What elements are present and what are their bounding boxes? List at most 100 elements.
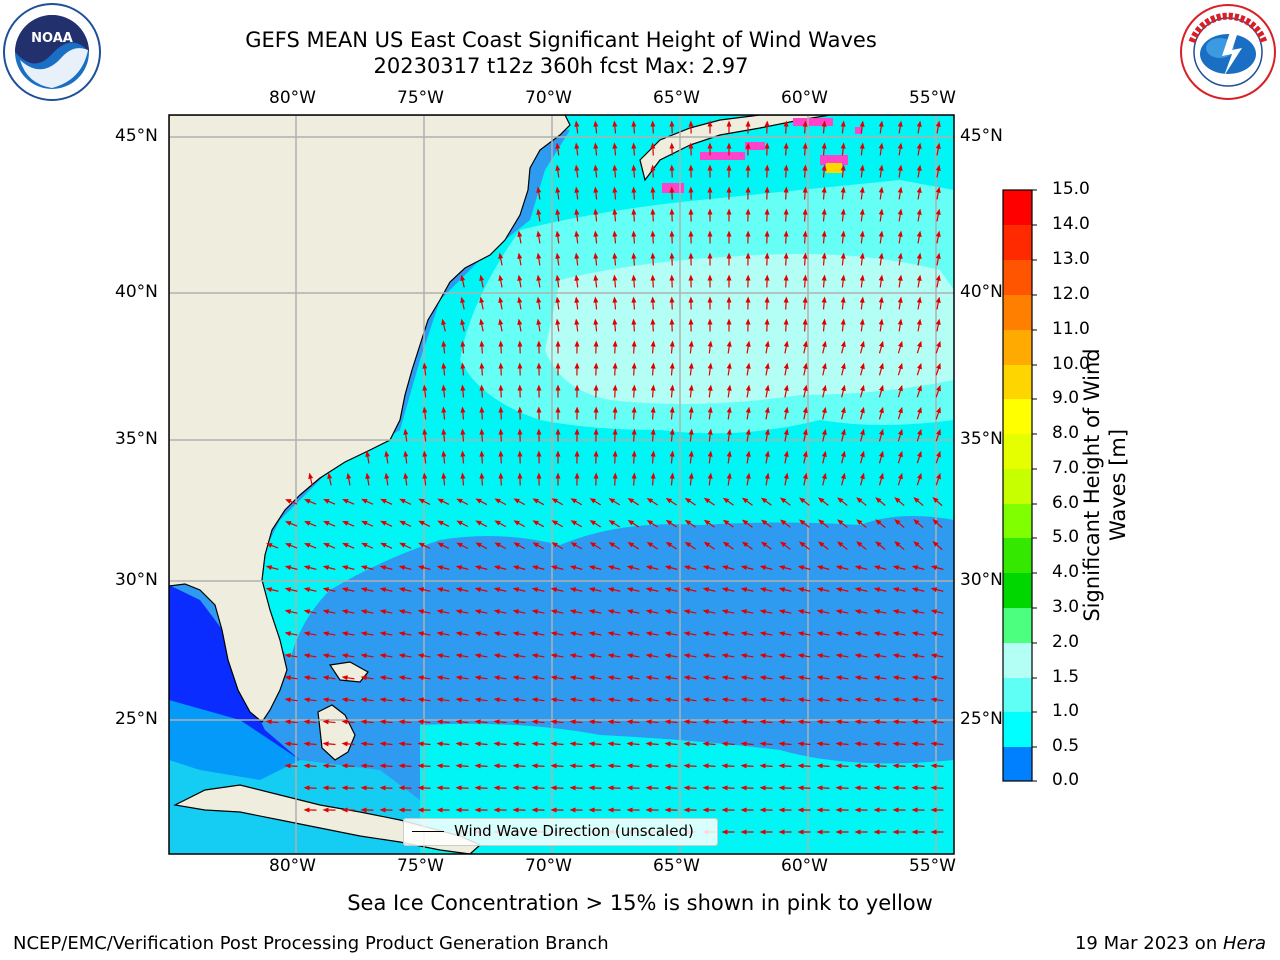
- wind-wave-arrow: [873, 609, 887, 615]
- wind-wave-arrow: [436, 587, 450, 593]
- wind-wave-arrow: [341, 609, 355, 615]
- wind-wave-arrow: [840, 252, 846, 266]
- wind-wave-arrow: [365, 472, 371, 486]
- wind-wave-arrow: [873, 653, 887, 659]
- wind-wave-arrow: [840, 120, 846, 134]
- wind-wave-arrow: [512, 763, 526, 769]
- wind-wave-arrow: [688, 362, 694, 376]
- wind-wave-arrow: [498, 252, 504, 266]
- wind-wave-arrow: [650, 120, 656, 134]
- wind-wave-arrow: [916, 186, 922, 200]
- longitude-tick-label: 70°W: [525, 856, 572, 876]
- wind-wave-arrow: [722, 541, 734, 550]
- wind-wave-arrow: [631, 296, 637, 310]
- wind-wave-arrow: [398, 653, 412, 659]
- wind-wave-arrow: [493, 587, 507, 593]
- wind-wave-arrow: [703, 497, 715, 506]
- wind-wave-arrow: [802, 450, 808, 464]
- wind-wave-arrow: [417, 565, 431, 571]
- wind-wave-arrow: [588, 785, 602, 791]
- wind-wave-arrow: [341, 697, 355, 703]
- wind-wave-arrow: [878, 208, 884, 222]
- wind-wave-arrow: [664, 719, 678, 725]
- wind-wave-arrow: [859, 362, 865, 376]
- wind-wave-arrow: [399, 520, 412, 527]
- wind-wave-arrow: [764, 362, 770, 376]
- wind-wave-arrow: [707, 230, 713, 244]
- wind-wave-arrow: [669, 296, 675, 310]
- wind-wave-arrow: [745, 340, 751, 354]
- wind-wave-arrow: [740, 587, 754, 593]
- wind-wave-arrow: [531, 719, 545, 725]
- wind-wave-arrow: [498, 318, 504, 332]
- wind-wave-arrow: [821, 340, 827, 354]
- colorbar-tick-label: 0.0: [1052, 770, 1080, 790]
- wind-wave-arrow: [612, 296, 618, 310]
- wind-wave-arrow: [702, 785, 716, 791]
- wind-wave-arrow: [555, 230, 561, 244]
- wind-wave-arrow: [783, 340, 789, 354]
- wind-wave-arrow: [550, 587, 564, 593]
- wind-wave-arrow: [702, 609, 716, 615]
- wind-wave-arrow: [897, 208, 903, 222]
- wind-wave-arrow: [930, 829, 944, 835]
- wind-wave-arrow: [574, 296, 580, 310]
- wind-wave-arrow: [550, 719, 564, 725]
- wind-wave-arrow: [403, 428, 409, 442]
- wind-wave-arrow: [626, 763, 640, 769]
- wind-wave-arrow: [816, 697, 830, 703]
- wind-wave-arrow: [840, 406, 846, 420]
- wind-wave-arrow: [859, 340, 865, 354]
- wind-wave-arrow: [417, 609, 431, 615]
- wind-wave-arrow: [626, 675, 640, 681]
- wind-wave-arrow: [745, 142, 751, 156]
- wind-wave-arrow: [741, 541, 753, 550]
- wind-wave-arrow: [726, 208, 732, 222]
- wind-wave-arrow: [802, 340, 808, 354]
- wind-wave-arrow: [341, 741, 355, 747]
- wind-wave-arrow: [835, 697, 849, 703]
- wind-wave-arrow: [285, 543, 298, 549]
- longitude-tick-label: 70°W: [525, 88, 572, 108]
- wind-wave-arrow: [531, 675, 545, 681]
- wind-wave-arrow: [894, 519, 905, 529]
- wind-wave-arrow: [588, 675, 602, 681]
- wind-wave-arrow: [665, 519, 677, 528]
- wind-wave-arrow: [493, 565, 507, 571]
- wind-wave-arrow: [721, 653, 735, 659]
- wind-wave-arrow: [760, 497, 772, 506]
- wind-wave-arrow: [398, 807, 412, 813]
- wind-wave-arrow: [631, 318, 637, 332]
- wind-wave-arrow: [759, 587, 773, 593]
- wind-wave-arrow: [840, 142, 846, 156]
- wind-wave-arrow: [631, 384, 637, 398]
- wind-wave-arrow: [878, 296, 884, 310]
- wind-wave-arrow: [398, 631, 412, 637]
- wind-wave-arrow: [498, 274, 504, 288]
- wind-wave-arrow: [818, 519, 829, 528]
- wind-wave-arrow: [555, 318, 561, 332]
- wind-wave-arrow: [740, 719, 754, 725]
- wind-wave-arrow: [612, 252, 618, 266]
- wind-wave-arrow: [531, 565, 545, 571]
- wind-wave-arrow: [702, 631, 716, 637]
- wind-wave-arrow: [759, 653, 773, 659]
- wind-wave-arrow: [859, 186, 865, 200]
- wind-wave-arrow: [683, 609, 697, 615]
- wind-wave-arrow: [493, 609, 507, 615]
- wind-wave-arrow: [607, 653, 621, 659]
- wind-wave-arrow: [436, 741, 450, 747]
- wind-wave-arrow: [304, 521, 317, 527]
- footer-date: 19 Mar 2023 on Hera: [1075, 933, 1266, 954]
- wind-wave-arrow: [873, 565, 887, 571]
- wind-wave-arrow: [341, 653, 355, 659]
- wind-wave-arrow: [840, 450, 846, 464]
- wind-wave-arrow: [702, 587, 716, 593]
- colorbar-tick-label: 3.0: [1052, 597, 1080, 617]
- wind-wave-arrow: [721, 587, 735, 593]
- wind-wave-arrow: [398, 609, 412, 615]
- wind-wave-arrow: [759, 565, 773, 571]
- wind-wave-arrow: [875, 519, 886, 528]
- wind-wave-arrow: [878, 230, 884, 244]
- wind-wave-arrow: [498, 428, 504, 442]
